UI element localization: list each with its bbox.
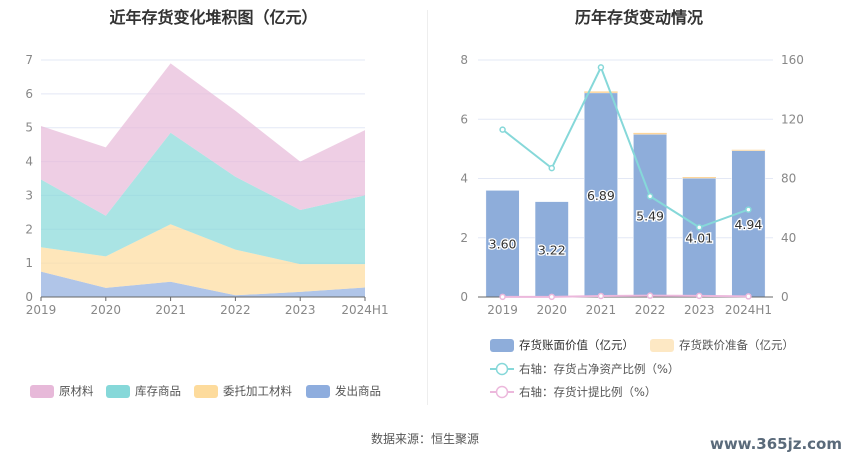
x-tick-label: 2021 [586,303,617,317]
y-tick-label: 3 [25,188,33,202]
y-tick-label: 2 [25,222,33,236]
y-tick-label: 4 [25,155,33,169]
legend-label: 右轴：存货占净资产比例（%） [519,362,680,376]
bar-label: 3.60 [489,237,517,252]
line-point [499,293,506,301]
legend-label: 原材料 [59,384,94,398]
legend-shipped[interactable]: 发出商品 [306,383,381,399]
area-委托加工材料 [41,224,365,296]
y-tick-label: 0 [460,290,468,304]
y-tick-label: 2 [460,231,468,245]
legend-book-value[interactable]: 存货账面价值（亿元） [490,337,634,353]
line-point [696,224,703,231]
x-tick-label: 2019 [487,303,518,317]
x-tick-label: 2023 [684,303,715,317]
x-tick-label: 2019 [26,303,57,317]
line-point [548,293,555,301]
divider [427,10,428,405]
y2-tick-label: 0 [781,290,789,304]
line-右轴：存货占净资产比例（%） [501,64,749,229]
line-point [597,292,605,300]
bar-book-value [583,92,618,298]
y-tick-label: 6 [460,112,468,126]
line-point [646,292,654,299]
x-tick-label: 2020 [91,303,122,317]
bar-provision [633,132,667,135]
line-point [745,206,752,213]
bar-book-value [534,201,569,298]
y-tick-label: 7 [25,53,33,67]
bar-label: 4.94 [734,217,762,232]
y-tick-label: 4 [460,172,468,186]
y-tick-label: 8 [460,53,468,67]
legend-line-icon [490,385,514,399]
area-原材料 [41,63,365,216]
bar-provision [584,91,618,93]
legend-label: 库存商品 [135,384,181,398]
x-tick-label: 2024H1 [341,303,388,317]
x-tick-label: 2023 [285,303,316,317]
bar-label: 6.89 [587,188,615,203]
area-发出商品 [41,271,365,297]
legend-label: 委托加工材料 [223,384,292,398]
y2-tick-label: 120 [781,112,804,126]
legend-finished-goods[interactable]: 库存商品 [106,383,181,399]
legend-swatch [650,338,674,352]
y2-tick-label: 160 [781,53,804,67]
legend-line-icon [490,362,514,376]
legend-swatch [306,384,330,398]
line-point [696,292,703,300]
bar-book-value [633,134,668,298]
bar-provision [682,177,716,179]
watermark: www.365jz.com [709,435,842,453]
y-tick-label: 1 [25,256,33,270]
y-tick-label: 0 [25,290,33,304]
bar-book-value [731,150,766,298]
line-point [548,164,555,172]
legend-swatch [490,338,514,352]
line-右轴：存货计提比例（%） [502,294,749,298]
legend-ratio-net-assets[interactable]: 右轴：存货占净资产比例（%） [490,361,679,377]
line-point [745,293,752,300]
line-point [597,64,605,71]
right-chart-title: 历年存货变动情况 [574,8,703,27]
line-point [646,193,654,200]
legend-consigned[interactable]: 委托加工材料 [194,383,292,399]
y-tick-label: 6 [25,87,33,101]
legend-label: 右轴：存货计提比例（%） [519,385,657,399]
x-tick-label: 2024H1 [725,303,772,317]
legend-label: 发出商品 [335,384,381,398]
legend-label: 存货账面价值（亿元） [519,338,634,352]
data-source: 数据来源：恒生聚源 [370,432,479,446]
legend-swatch [106,384,130,398]
bar-label: 4.01 [685,231,713,246]
legend-provision-ratio[interactable]: 右轴：存货计提比例（%） [490,384,656,400]
bar-label: 5.49 [636,209,664,224]
line-point [499,126,506,133]
legend-label: 存货跌价准备（亿元） [679,338,794,352]
legend-swatch [194,384,218,398]
x-tick-label: 2020 [536,303,567,317]
y-tick-label: 5 [25,121,33,135]
x-tick-label: 2022 [220,303,251,317]
legend-raw-material[interactable]: 原材料 [30,383,94,399]
legend-swatch [30,384,54,398]
bar-book-value [682,177,717,298]
x-tick-label: 2021 [155,303,186,317]
x-tick-label: 2022 [635,303,666,317]
y2-tick-label: 40 [781,231,796,245]
left-chart-title: 近年存货变化堆积图（亿元） [109,8,318,27]
bar-provision [731,149,766,151]
y2-tick-label: 80 [781,172,796,186]
area-库存商品 [41,132,365,265]
bar-label: 3.22 [538,242,566,257]
legend-provision[interactable]: 存货跌价准备（亿元） [650,337,794,353]
